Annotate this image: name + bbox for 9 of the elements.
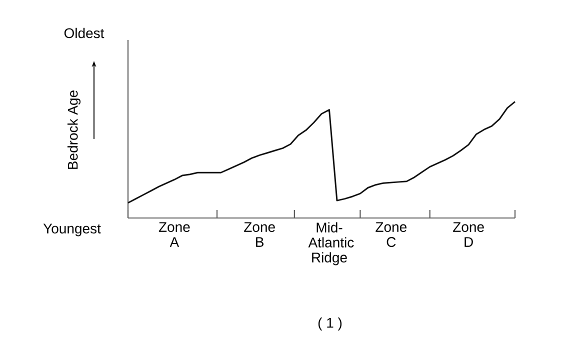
text: ( 1 ) — [318, 317, 342, 331]
x-tick-label: Zone B — [244, 222, 275, 247]
x-tick-label: Zone D — [453, 222, 484, 247]
x-tick-label: Zone C — [376, 222, 407, 247]
text: Oldest — [64, 28, 104, 38]
y-axis-title: Bedrock Age — [67, 90, 81, 169]
text: Youngest — [43, 224, 101, 236]
x-tick-label: Zone A — [158, 222, 190, 247]
x-tick-label: Mid-Atlantic Ridge — [308, 222, 354, 266]
